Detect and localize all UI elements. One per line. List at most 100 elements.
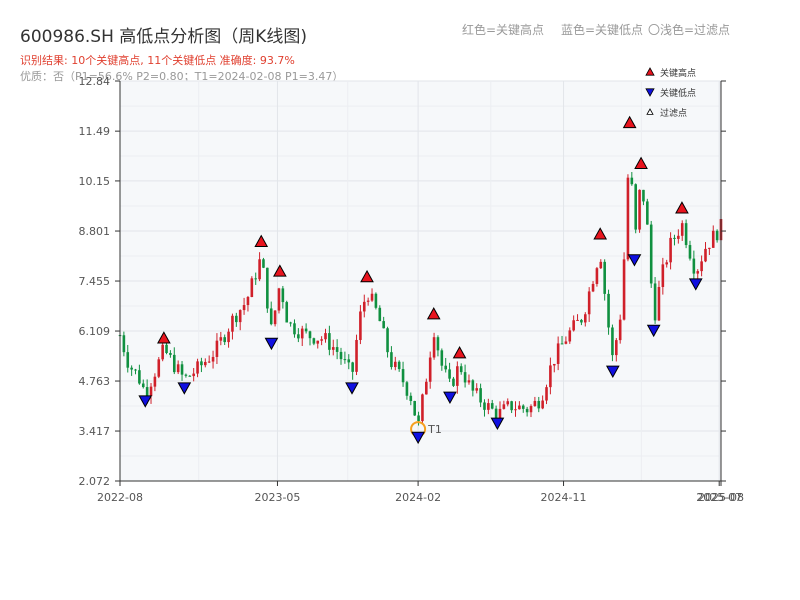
candle-body: [401, 369, 405, 383]
candle-body: [541, 400, 544, 409]
legend-blue-description: 蓝色=关键低点: [561, 23, 644, 37]
x-tick-label: 2024-11: [541, 491, 587, 504]
candle-body: [362, 301, 366, 312]
candle-body: [661, 264, 665, 287]
candle-body: [324, 333, 327, 340]
candle-body: [510, 401, 513, 411]
candle-body: [576, 319, 579, 321]
candle-body: [587, 291, 591, 315]
candle-body: [390, 352, 393, 368]
candle-body: [157, 359, 161, 377]
candle-body: [235, 315, 238, 323]
legend-entry: 过滤点: [660, 107, 687, 119]
candle-body: [467, 380, 471, 383]
candle-body: [242, 305, 246, 311]
x-tick-label: 2025-07: [696, 491, 742, 504]
key-high-marker: [634, 156, 648, 169]
candle-body: [316, 340, 320, 344]
x-tick-label: 2023-05: [254, 491, 300, 504]
candle-body: [413, 401, 416, 416]
candle-body: [374, 293, 378, 308]
candle-body: [607, 293, 610, 328]
candle-body: [463, 372, 467, 383]
candle-body: [393, 361, 397, 368]
candle-body: [370, 293, 374, 301]
candle-body: [227, 331, 230, 343]
y-tick-label: 10.15: [79, 175, 111, 188]
key-low-marker: [177, 382, 192, 395]
candle-body: [293, 323, 296, 335]
candle-body: [122, 335, 126, 353]
candle-body: [653, 283, 657, 321]
candle-body: [580, 319, 583, 323]
candle-body: [223, 337, 226, 343]
candle-body: [479, 388, 482, 403]
candle-body: [556, 343, 560, 364]
candle-body: [583, 314, 587, 323]
candle-body: [518, 405, 521, 410]
candle-body: [378, 307, 382, 322]
candle-body: [514, 409, 517, 411]
legend-high-symbol: [645, 67, 655, 76]
candle-body: [696, 271, 700, 274]
key-low-marker: [138, 395, 153, 408]
candle-body: [328, 333, 331, 350]
candle-body: [141, 383, 145, 388]
candle-body: [200, 361, 203, 366]
candle-body: [646, 201, 649, 225]
candle-body: [704, 248, 707, 262]
candle-body: [204, 361, 207, 366]
key-high-marker: [426, 307, 441, 320]
candle-body: [471, 380, 475, 391]
candle-body: [343, 359, 347, 361]
candle-body: [153, 376, 157, 387]
key-low-marker: [627, 254, 642, 267]
candle-body: [452, 378, 455, 386]
candle-body: [677, 235, 680, 239]
key-low-marker: [264, 337, 279, 351]
candle-body: [409, 395, 413, 402]
x-tick-label: 2022-08: [97, 491, 143, 504]
y-tick-label: 11.49: [79, 125, 111, 138]
candle-body: [688, 245, 692, 259]
candle-body: [386, 328, 389, 353]
candle-body: [281, 288, 285, 303]
candle-body: [545, 387, 548, 401]
candle-body: [165, 344, 168, 354]
candle-body: [692, 258, 696, 274]
legend-filtered-symbol: [646, 108, 654, 115]
y-tick-label: 4.763: [79, 375, 111, 388]
candle-body: [622, 259, 626, 320]
candle-body: [715, 230, 719, 241]
candle-body: [421, 394, 424, 422]
key-high-marker: [622, 115, 637, 129]
candle-body: [130, 367, 133, 370]
candle-body: [440, 350, 444, 366]
candle-body: [359, 311, 362, 340]
candle-body: [347, 359, 351, 363]
candle-body: [459, 366, 463, 373]
candle-body: [289, 322, 292, 324]
candle-body: [669, 237, 672, 263]
y-tick-label: 12.84: [79, 75, 111, 88]
result-summary: 识别结果: 10个关键高点, 11个关键低点 准确度: 93.7%: [20, 54, 295, 67]
candle-body: [273, 310, 277, 325]
key-high-marker: [254, 234, 269, 247]
key-low-marker: [605, 365, 620, 378]
axes: 2.072 3.417 4.763 6.109 7.455 8.801 10.15 11.49…: [79, 75, 744, 504]
candle-body: [568, 330, 572, 342]
quality-info: 优质：否（P1=56.6% P2=0.80；T1=2024-02-08 P1=3…: [20, 70, 344, 83]
candle-body: [649, 224, 653, 284]
x-tick-label: 2024-02: [395, 491, 441, 504]
candle-body: [180, 364, 184, 375]
candle-body: [603, 261, 606, 294]
candle-body: [564, 341, 568, 344]
candle-body: [475, 388, 479, 391]
candle-body: [134, 369, 137, 371]
candle-body: [618, 319, 622, 341]
candle-body: [269, 308, 273, 325]
candle-body: [138, 370, 141, 384]
y-tick-label: 8.801: [79, 225, 111, 238]
candle-body: [572, 320, 575, 331]
